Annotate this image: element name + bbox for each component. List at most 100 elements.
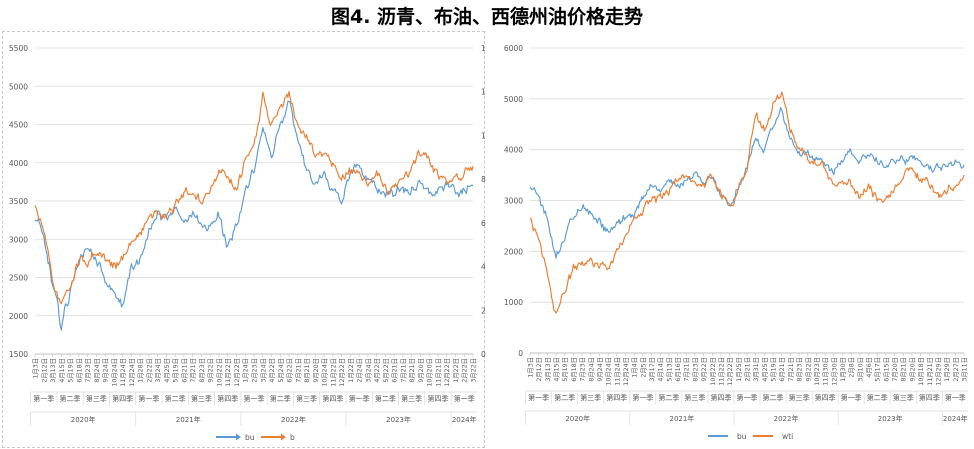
y-left-tick-label: 3000 bbox=[9, 235, 28, 244]
x-tick-label: 2月23日 bbox=[251, 358, 259, 383]
quarter-label: 第一季 bbox=[632, 393, 653, 402]
x-tick-label: 9月20日 bbox=[312, 358, 320, 383]
x-tick-label: 3月24日 bbox=[154, 358, 162, 383]
year-label: 2020年 bbox=[71, 415, 96, 424]
x-tick-label: 7月21日 bbox=[294, 358, 302, 383]
x-tick-label: 5月24日 bbox=[277, 358, 285, 383]
y-right-tick-label: 120 bbox=[481, 88, 486, 97]
y-left-tick-label: 1000 bbox=[504, 298, 523, 307]
legend-arrow-icon bbox=[236, 433, 241, 441]
x-tick-label: 6月21日 bbox=[391, 358, 399, 383]
x-tick-label: 2月5日 bbox=[639, 357, 647, 378]
x-tick-label: 11月24日 bbox=[119, 358, 127, 387]
x-tick-label: 4月6日 bbox=[865, 357, 873, 378]
quarter-label: 第二季 bbox=[60, 394, 81, 403]
x-tick-label: 4月14日 bbox=[657, 357, 665, 382]
x-tick-label: 6月16日 bbox=[674, 357, 682, 382]
quarter-label: 第二季 bbox=[375, 394, 396, 403]
series-line-bu bbox=[529, 106, 965, 259]
x-tick-label: 2月22日 bbox=[461, 358, 469, 383]
x-tick-label: 6月18日 bbox=[570, 357, 578, 382]
y-right-tick-label: 140 bbox=[481, 44, 486, 53]
x-tick-label: 6月21日 bbox=[180, 358, 188, 383]
quarter-label: 第四季 bbox=[427, 394, 448, 403]
quarter-label: 第四季 bbox=[815, 393, 836, 402]
x-tick-label: 10月24日 bbox=[605, 357, 613, 386]
x-tick-label: 2月24日 bbox=[356, 358, 364, 383]
quarter-label: 第二季 bbox=[270, 394, 291, 403]
year-label: 2023年 bbox=[878, 414, 903, 423]
legend-label: b bbox=[290, 433, 295, 442]
quarter-label: 第三季 bbox=[191, 394, 212, 403]
quarter-label: 第二季 bbox=[658, 393, 679, 402]
year-label: 2023年 bbox=[386, 415, 411, 424]
x-tick-label: 9月24日 bbox=[596, 357, 604, 382]
x-tick-label: 5月13日 bbox=[665, 357, 673, 382]
y-right-tick-label: 40 bbox=[481, 263, 486, 272]
quarter-label: 第二季 bbox=[554, 393, 575, 402]
legend-label: wti bbox=[782, 432, 793, 441]
quarter-label: 第一季 bbox=[33, 394, 54, 403]
series-line-bu bbox=[34, 100, 474, 331]
x-tick-label: 9月20日 bbox=[417, 358, 425, 383]
x-tick-label: 7月23日 bbox=[579, 357, 587, 382]
x-tick-label: 3月13日 bbox=[49, 358, 57, 383]
x-tick-label: 7月20日 bbox=[891, 357, 899, 382]
quarter-label: 第一季 bbox=[841, 393, 862, 402]
x-tick-label: 5月19日 bbox=[770, 357, 778, 382]
x-tick-label: 5月22日 bbox=[382, 358, 390, 383]
x-tick-label: 8月23日 bbox=[796, 357, 804, 382]
x-tick-label: 4月15日 bbox=[553, 357, 561, 382]
x-tick-label: 4月25日 bbox=[163, 358, 171, 383]
x-tick-label: 1月4日 bbox=[631, 357, 639, 378]
x-tick-label: 8月21日 bbox=[408, 358, 416, 383]
x-tick-label: 2月21日 bbox=[744, 357, 752, 382]
y-right-tick-label: 20 bbox=[481, 306, 486, 315]
x-tick-label: 7月23日 bbox=[84, 358, 92, 383]
quarter-label: 第四季 bbox=[710, 393, 731, 402]
x-tick-label: 1月28日 bbox=[137, 358, 145, 383]
x-tick-label: 3月10日 bbox=[856, 357, 864, 382]
y-left-tick-label: 3000 bbox=[504, 197, 523, 206]
x-tick-label: 7月21日 bbox=[399, 358, 407, 383]
x-tick-label: 7月21日 bbox=[189, 358, 197, 383]
x-tick-label: 3月31日 bbox=[752, 357, 760, 382]
quarter-label: 第二季 bbox=[165, 394, 186, 403]
x-tick-label: 12月22日 bbox=[233, 358, 241, 387]
legend-item-bu: bu bbox=[708, 432, 747, 441]
legend-arrow-icon bbox=[281, 433, 286, 441]
x-tick-label: 5月19日 bbox=[561, 357, 569, 382]
x-tick-label: 6月22日 bbox=[286, 358, 294, 383]
y-left-tick-label: 6000 bbox=[504, 44, 523, 53]
quarter-label: 第二季 bbox=[763, 393, 784, 402]
quarter-label: 第一季 bbox=[349, 394, 370, 403]
y-right-tick-label: 0 bbox=[481, 350, 486, 359]
x-tick-label: 11月21日 bbox=[926, 357, 934, 386]
quarter-label: 第三季 bbox=[789, 393, 810, 402]
x-tick-label: 6月15日 bbox=[882, 357, 890, 382]
x-tick-label: 1月22日 bbox=[452, 358, 460, 383]
x-tick-label: 9月22日 bbox=[700, 357, 708, 382]
x-tick-label: 4月22日 bbox=[373, 358, 381, 383]
y-left-tick-label: 5500 bbox=[9, 44, 28, 53]
x-tick-label: 3月24日 bbox=[364, 358, 372, 383]
x-tick-label: 12月24日 bbox=[128, 358, 136, 387]
x-tick-label: 5月19日 bbox=[67, 358, 75, 383]
y-left-tick-label: 2000 bbox=[504, 247, 523, 256]
x-tick-label: 8月21日 bbox=[303, 358, 311, 383]
x-tick-label: 2月12日 bbox=[535, 357, 543, 382]
x-tick-label: 10月18日 bbox=[917, 357, 925, 386]
x-tick-label: 7月21日 bbox=[683, 357, 691, 382]
chart-panel-asphalt-wti: 0 1000 2000 3000 4000 5000 6000 1月3日 2月12日 3月13日 4… bbox=[492, 31, 972, 448]
x-tick-label: 12月29日 bbox=[934, 357, 942, 386]
x-tick-label: 1月24日 bbox=[242, 358, 250, 383]
x-tick-label: 12月22日 bbox=[726, 357, 734, 386]
x-tick-label: 12月22日 bbox=[443, 358, 451, 387]
x-tick-label: 2月12日 bbox=[40, 358, 48, 383]
year-label: 2021年 bbox=[669, 414, 694, 423]
x-tick-label: 12月30日 bbox=[830, 357, 838, 386]
x-tick-label: 9月24日 bbox=[102, 358, 110, 383]
x-tick-label: 2月22日 bbox=[145, 358, 153, 383]
x-tick-label: 1月22日 bbox=[347, 358, 355, 383]
